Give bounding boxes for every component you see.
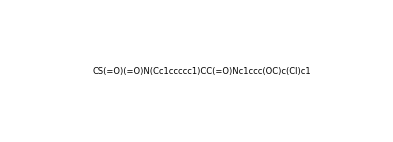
Text: CS(=O)(=O)N(Cc1ccccc1)CC(=O)Nc1ccc(OC)c(Cl)c1: CS(=O)(=O)N(Cc1ccccc1)CC(=O)Nc1ccc(OC)c(… (92, 67, 311, 76)
